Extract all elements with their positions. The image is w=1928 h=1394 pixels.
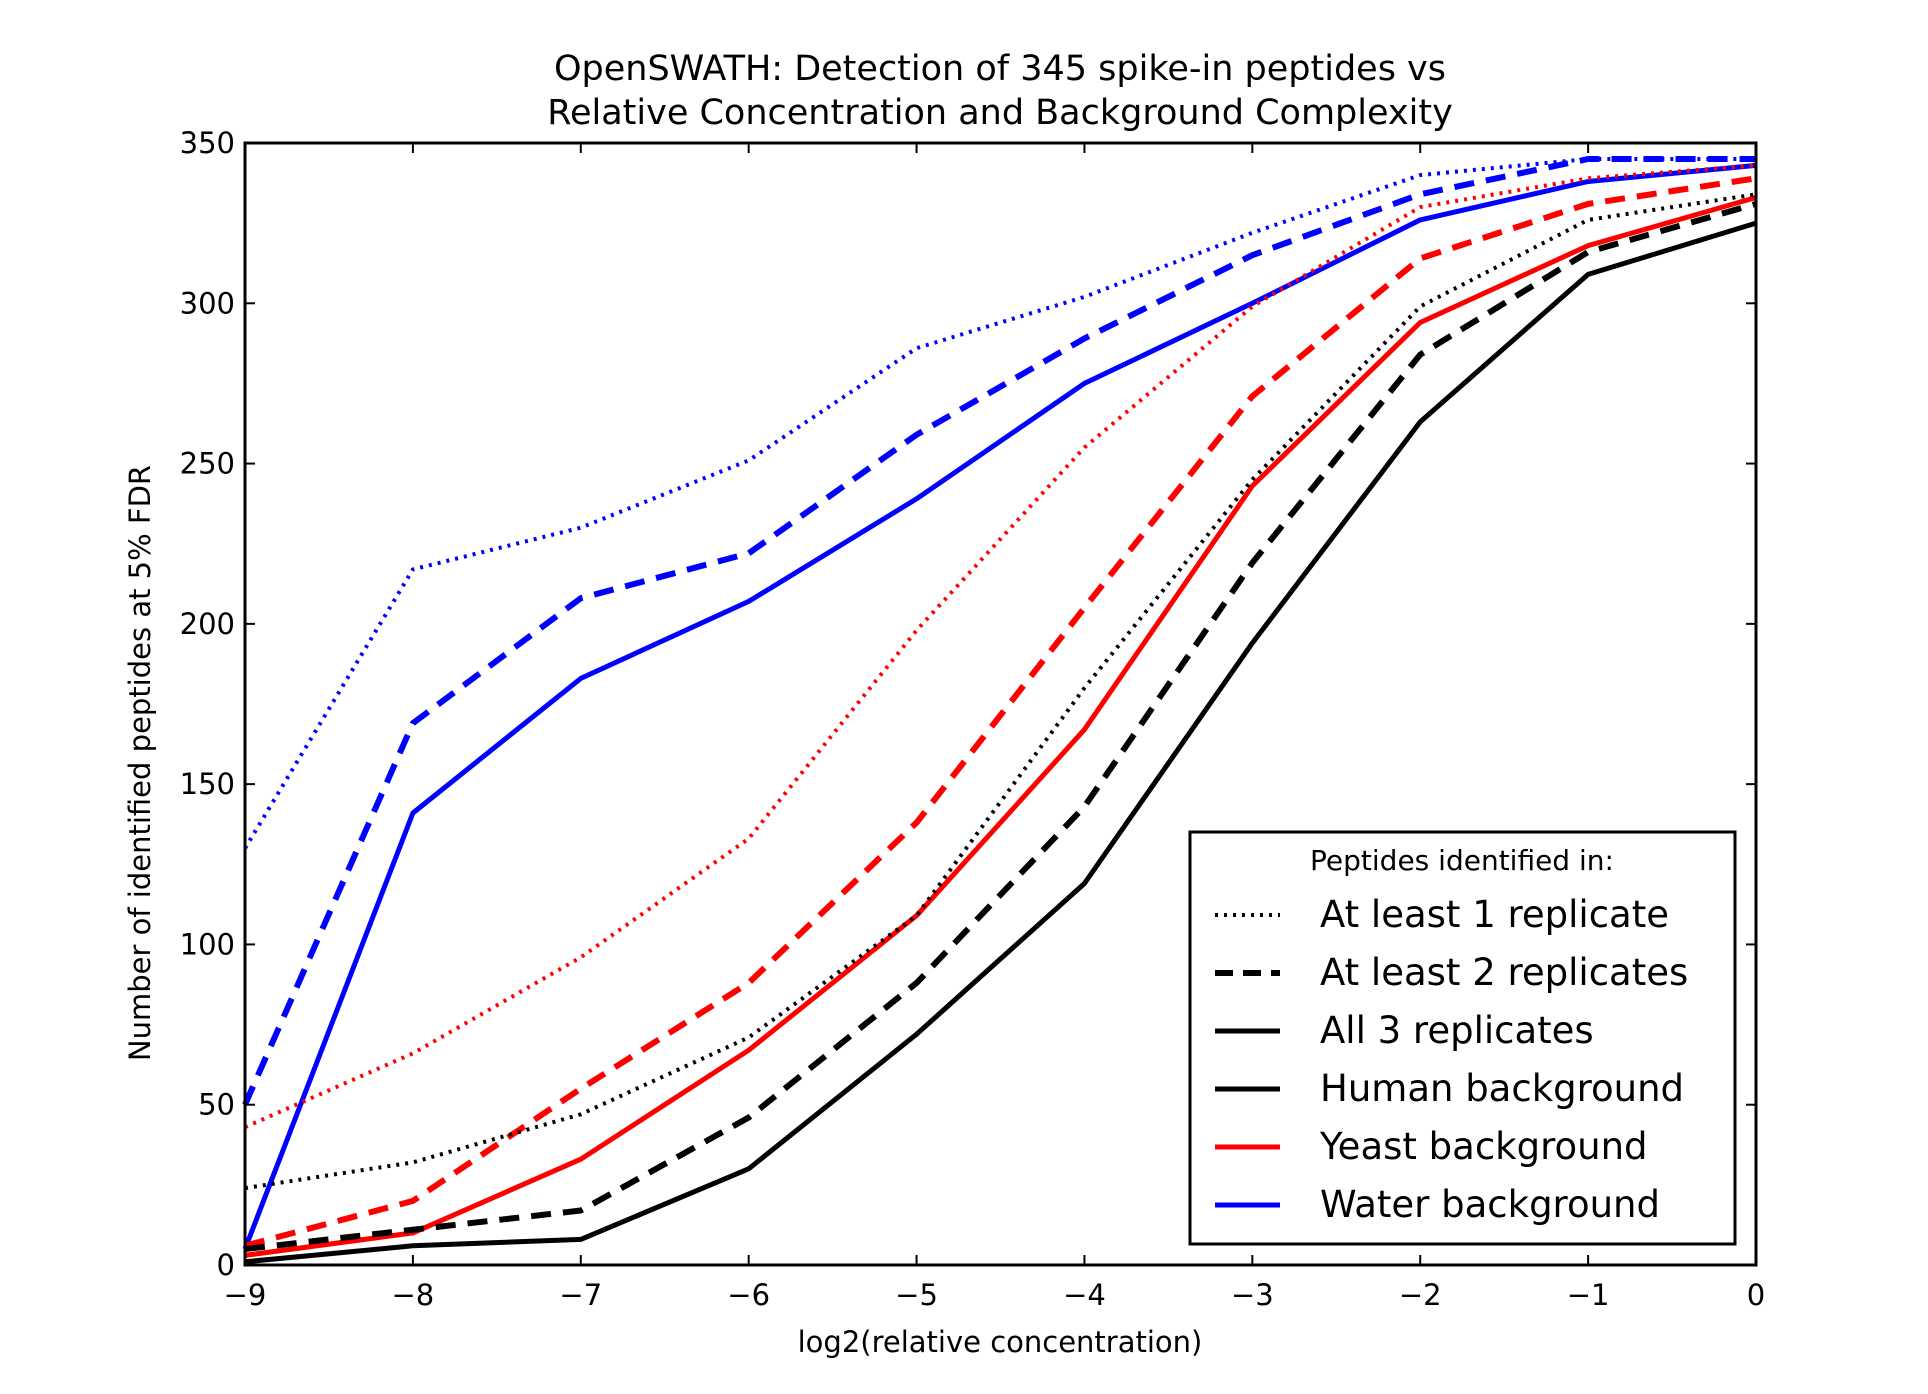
x-tick-label: −5 bbox=[895, 1278, 938, 1312]
x-tick-label: −4 bbox=[1063, 1278, 1106, 1312]
series-line-water-all-3 bbox=[242, 162, 1757, 1250]
x-tick-label: −9 bbox=[224, 1278, 267, 1312]
series-layer bbox=[242, 156, 1757, 1265]
y-tick-label: 350 bbox=[180, 126, 235, 160]
x-tick-label: −6 bbox=[727, 1278, 770, 1312]
legend-entries: At least 1 replicate At least 2 replicate… bbox=[1215, 893, 1688, 1226]
y-tick-label: 300 bbox=[180, 286, 235, 320]
legend-label: Yeast background bbox=[1319, 1125, 1648, 1168]
y-tick-label: 100 bbox=[180, 927, 235, 961]
x-axis-label: log2(relative concentration) bbox=[798, 1325, 1203, 1359]
series-line-yeast-at-least-2 bbox=[244, 175, 1757, 1249]
y-tick-label: 200 bbox=[180, 607, 235, 641]
x-tick-label: −7 bbox=[559, 1278, 602, 1312]
legend-label: Water background bbox=[1320, 1183, 1660, 1226]
series-line-human-at-least-1 bbox=[244, 192, 1757, 1191]
series-line-yeast-at-least-1 bbox=[244, 163, 1757, 1130]
y-tick-label: 250 bbox=[180, 447, 235, 481]
y-axis-label: Number of identified peptides at 5% FDR bbox=[123, 465, 157, 1061]
chart-subtitle: Relative Concentration and Background Co… bbox=[547, 93, 1453, 133]
x-tick-label: −8 bbox=[392, 1278, 435, 1312]
plot-frame bbox=[243, 141, 1758, 1267]
x-tick-label: −3 bbox=[1231, 1278, 1274, 1312]
series-line-human-at-least-2 bbox=[244, 201, 1757, 1252]
series-line-yeast-all-3 bbox=[244, 195, 1757, 1258]
y-tick-label: 150 bbox=[180, 767, 235, 801]
x-tick-label: 0 bbox=[1747, 1278, 1765, 1312]
legend-box bbox=[1188, 830, 1737, 1246]
legend-label: Human background bbox=[1320, 1067, 1684, 1110]
series-line-water-at-least-1 bbox=[243, 157, 1756, 850]
legend-label: All 3 replicates bbox=[1320, 1009, 1594, 1052]
series-line-water-at-least-2 bbox=[242, 156, 1756, 1106]
legend-label: At least 2 replicates bbox=[1320, 951, 1688, 994]
legend: Peptides identified in: At least 1 repli… bbox=[1188, 830, 1737, 1246]
y-tick-label: 0 bbox=[217, 1248, 235, 1282]
axes-layer: −9 −8 −7 −6 −5 −4 −3 −2 −1 0 0 50 100 150 200 250 300 350 bbox=[180, 126, 1766, 1312]
chart-title: OpenSWATH: Detection of 345 spike-in pep… bbox=[554, 49, 1446, 89]
y-tick-label: 50 bbox=[198, 1088, 235, 1122]
legend-title: Peptides identified in: bbox=[1310, 844, 1614, 877]
x-tick-label: −1 bbox=[1567, 1278, 1610, 1312]
x-tick-label: −2 bbox=[1399, 1278, 1442, 1312]
series-line-human-all-3 bbox=[244, 220, 1757, 1265]
legend-label: At least 1 replicate bbox=[1320, 893, 1669, 936]
